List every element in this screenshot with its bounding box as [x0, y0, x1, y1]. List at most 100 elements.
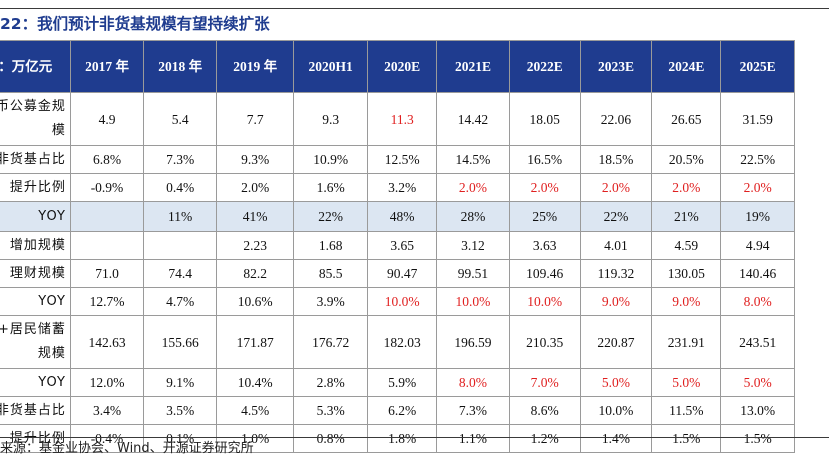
- table-cell: 71.0: [69, 259, 145, 288]
- table-cell: 7.3%: [143, 145, 218, 174]
- row-label: 非货基占比: [0, 145, 71, 174]
- table-cell: 243.51: [720, 315, 795, 369]
- table-cell: 9.3: [293, 92, 369, 146]
- table-row: 提升比例 -0.9% 0.4% 2.0% 1.6% 3.2% 2.0% 2.0% 2.0% 2.0…: [0, 173, 795, 202]
- table-cell: 1.4%: [579, 424, 653, 453]
- table-cell: 3.5%: [143, 396, 218, 425]
- table-cell: 3.65: [367, 231, 438, 260]
- table-cell: 22%: [293, 201, 369, 232]
- table-cell: 21%: [651, 201, 722, 232]
- table-cell: 3.63: [508, 231, 581, 260]
- table-row: YOY 12.7% 4.7% 10.6% 3.9% 10.0% 10.0% 10.0% 9.0%…: [0, 287, 795, 316]
- table-cell: 4.7%: [143, 287, 218, 316]
- table-cell: 231.91: [651, 315, 722, 369]
- header-year: 2022E: [508, 40, 581, 93]
- table-cell: 22.5%: [720, 145, 795, 174]
- row-label: 提升比例: [0, 173, 71, 202]
- header-year: 2018 年: [143, 40, 218, 93]
- header-year: 2025E: [720, 40, 795, 93]
- header-year: 2021E: [436, 40, 510, 93]
- table-cell: 4.59: [651, 231, 722, 260]
- table-cell: 4.01: [579, 231, 653, 260]
- table-cell: 9.3%: [216, 145, 295, 174]
- table-cell: [143, 231, 218, 260]
- table-cell: 176.72: [293, 315, 369, 369]
- table-cell: 2.0%: [579, 173, 653, 202]
- header-year: 2023E: [579, 40, 653, 93]
- table-cell: 142.63: [69, 315, 145, 369]
- table-cell: 99.51: [436, 259, 510, 288]
- table-cell: 20.5%: [651, 145, 722, 174]
- table-row: YOY 11% 41% 22% 48% 28% 25% 22% 21% 19%: [0, 201, 795, 232]
- table-cell: 5.4: [143, 92, 218, 146]
- table-cell: 16.5%: [508, 145, 581, 174]
- table-row: 理财+居民储蓄规模142.63155.66171.87176.72182.031…: [0, 315, 795, 369]
- table-cell: 10.4%: [216, 368, 295, 397]
- header-year: 2019 年: [216, 40, 295, 93]
- table-cell: 220.87: [579, 315, 653, 369]
- table-cell: 31.59: [720, 92, 795, 146]
- table-title: 22：我们预计非货基规模有望持续扩张: [0, 15, 270, 33]
- row-label: YOY: [0, 201, 71, 232]
- table-cell: 2.8%: [293, 368, 369, 397]
- table-cell: 3.12: [436, 231, 510, 260]
- table-cell: 3.9%: [293, 287, 369, 316]
- header-year: 2017 年: [69, 40, 145, 93]
- row-label: YOY: [0, 368, 71, 397]
- table-cell: 6.2%: [367, 396, 438, 425]
- table-cell: 2.0%: [720, 173, 795, 202]
- table-cell: 6.8%: [69, 145, 145, 174]
- table-cell: 8.0%: [436, 368, 510, 397]
- table-cell: 10.0%: [367, 287, 438, 316]
- table-cell: 182.03: [367, 315, 438, 369]
- table-cell: 5.0%: [579, 368, 653, 397]
- table-cell: 1.2%: [508, 424, 581, 453]
- row-label: 货币公募金规模: [0, 92, 71, 146]
- table-cell: 1.8%: [367, 424, 438, 453]
- table-cell: 11.5%: [651, 396, 722, 425]
- table-cell: 8.0%: [720, 287, 795, 316]
- table-cell: [69, 231, 145, 260]
- table-cell: 10.0%: [436, 287, 510, 316]
- table-cell: 19%: [720, 201, 795, 232]
- table-row: 非货基占比 3.4% 3.5% 4.5% 5.3% 6.2% 7.3% 8.6% 10.0% 11…: [0, 396, 795, 425]
- table-cell: 18.5%: [579, 145, 653, 174]
- table-cell: 14.5%: [436, 145, 510, 174]
- table-cell: 2.0%: [436, 173, 510, 202]
- table-cell: 22.06: [579, 92, 653, 146]
- table-cell: 196.59: [436, 315, 510, 369]
- table-cell: 0.4%: [143, 173, 218, 202]
- header-year: 2020H1: [293, 40, 369, 93]
- table-cell: 171.87: [216, 315, 295, 369]
- table-cell: 82.2: [216, 259, 295, 288]
- table-cell: 4.94: [720, 231, 795, 260]
- row-label: 理财+居民储蓄规模: [0, 315, 71, 369]
- table-row: 增加规模 2.23 1.68 3.65 3.12 3.63 4.01 4.59 4.94: [0, 231, 795, 260]
- table-row: 提升比例 -0.4% 0.1% 1.0% 0.8% 1.8% 1.1% 1.2% 1.4% 1.5…: [0, 424, 795, 453]
- table-cell: 11%: [143, 201, 218, 232]
- table-cell: 10.9%: [293, 145, 369, 174]
- table-cell: 13.0%: [720, 396, 795, 425]
- table-cell: 28%: [436, 201, 510, 232]
- table-cell: 2.23: [216, 231, 295, 260]
- table-cell: 41%: [216, 201, 295, 232]
- table-cell: 155.66: [143, 315, 218, 369]
- table-cell: 2.0%: [651, 173, 722, 202]
- table-cell: 10.6%: [216, 287, 295, 316]
- table-cell: 10.0%: [508, 287, 581, 316]
- table-cell: 18.05: [508, 92, 581, 146]
- table-row: 货币公募金规模4.95.47.79.311.314.4218.0522.0626…: [0, 92, 795, 146]
- table-cell: 8.6%: [508, 396, 581, 425]
- table-cell: 2.0%: [508, 173, 581, 202]
- header-year: 2020E: [367, 40, 438, 93]
- table-cell: 4.9: [69, 92, 145, 146]
- table-cell: 85.5: [293, 259, 369, 288]
- table-cell: 7.0%: [508, 368, 581, 397]
- table-cell: -0.9%: [69, 173, 145, 202]
- table-cell: 109.46: [508, 259, 581, 288]
- table-cell: 12.5%: [367, 145, 438, 174]
- table-cell: 3.4%: [69, 396, 145, 425]
- table-cell: 9.0%: [651, 287, 722, 316]
- table-cell: 119.32: [579, 259, 653, 288]
- table-cell: 4.5%: [216, 396, 295, 425]
